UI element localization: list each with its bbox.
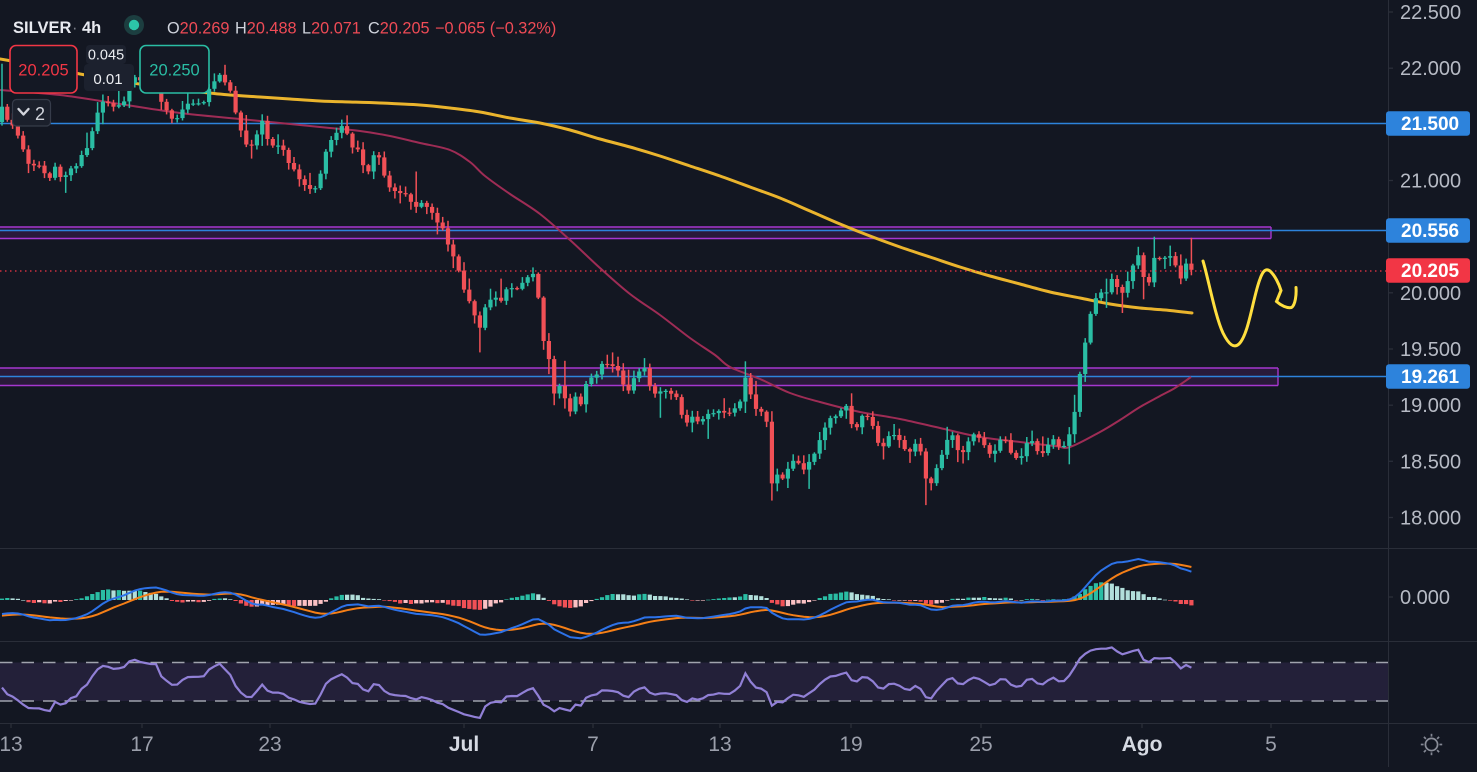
svg-text:20.205: 20.205 (1401, 261, 1460, 282)
svg-text:23: 23 (258, 733, 281, 756)
svg-text:0.000: 0.000 (1400, 587, 1450, 609)
svg-text:0.045: 0.045 (88, 48, 124, 64)
svg-text:L20.071: L20.071 (302, 20, 361, 38)
svg-text:18.000: 18.000 (1400, 508, 1461, 530)
svg-text:25: 25 (969, 733, 992, 756)
svg-text:18.500: 18.500 (1400, 451, 1461, 473)
svg-text:13: 13 (708, 733, 731, 756)
svg-text:20.205: 20.205 (18, 62, 68, 80)
svg-text:19.500: 19.500 (1400, 339, 1461, 361)
svg-text:5: 5 (1265, 733, 1277, 756)
svg-text:13: 13 (0, 733, 23, 756)
svg-text:19.261: 19.261 (1401, 367, 1460, 388)
svg-text:−0.065 (−0.32%): −0.065 (−0.32%) (435, 20, 556, 38)
svg-text:0.01: 0.01 (93, 71, 122, 88)
svg-text:19: 19 (839, 733, 862, 756)
svg-text:20.556: 20.556 (1401, 221, 1459, 242)
svg-text:SILVER: SILVER (13, 19, 71, 37)
svg-text:20.000: 20.000 (1400, 283, 1461, 305)
svg-text:19.000: 19.000 (1400, 395, 1461, 417)
svg-text:2: 2 (35, 104, 45, 124)
svg-text:21.000: 21.000 (1400, 171, 1461, 193)
svg-text:22.500: 22.500 (1400, 2, 1461, 24)
svg-text:4h: 4h (82, 19, 101, 37)
svg-text:Ago: Ago (1122, 733, 1163, 756)
svg-text:H20.488: H20.488 (235, 20, 297, 38)
svg-text:20.250: 20.250 (149, 62, 199, 80)
svg-text:·: · (72, 19, 78, 37)
svg-text:21.500: 21.500 (1401, 114, 1459, 135)
svg-text:Jul: Jul (449, 733, 479, 756)
svg-text:O20.269: O20.269 (167, 20, 229, 38)
svg-text:C20.205: C20.205 (368, 20, 430, 38)
svg-text:22.000: 22.000 (1400, 58, 1461, 80)
svg-text:7: 7 (587, 733, 599, 756)
svg-text:17: 17 (130, 733, 153, 756)
